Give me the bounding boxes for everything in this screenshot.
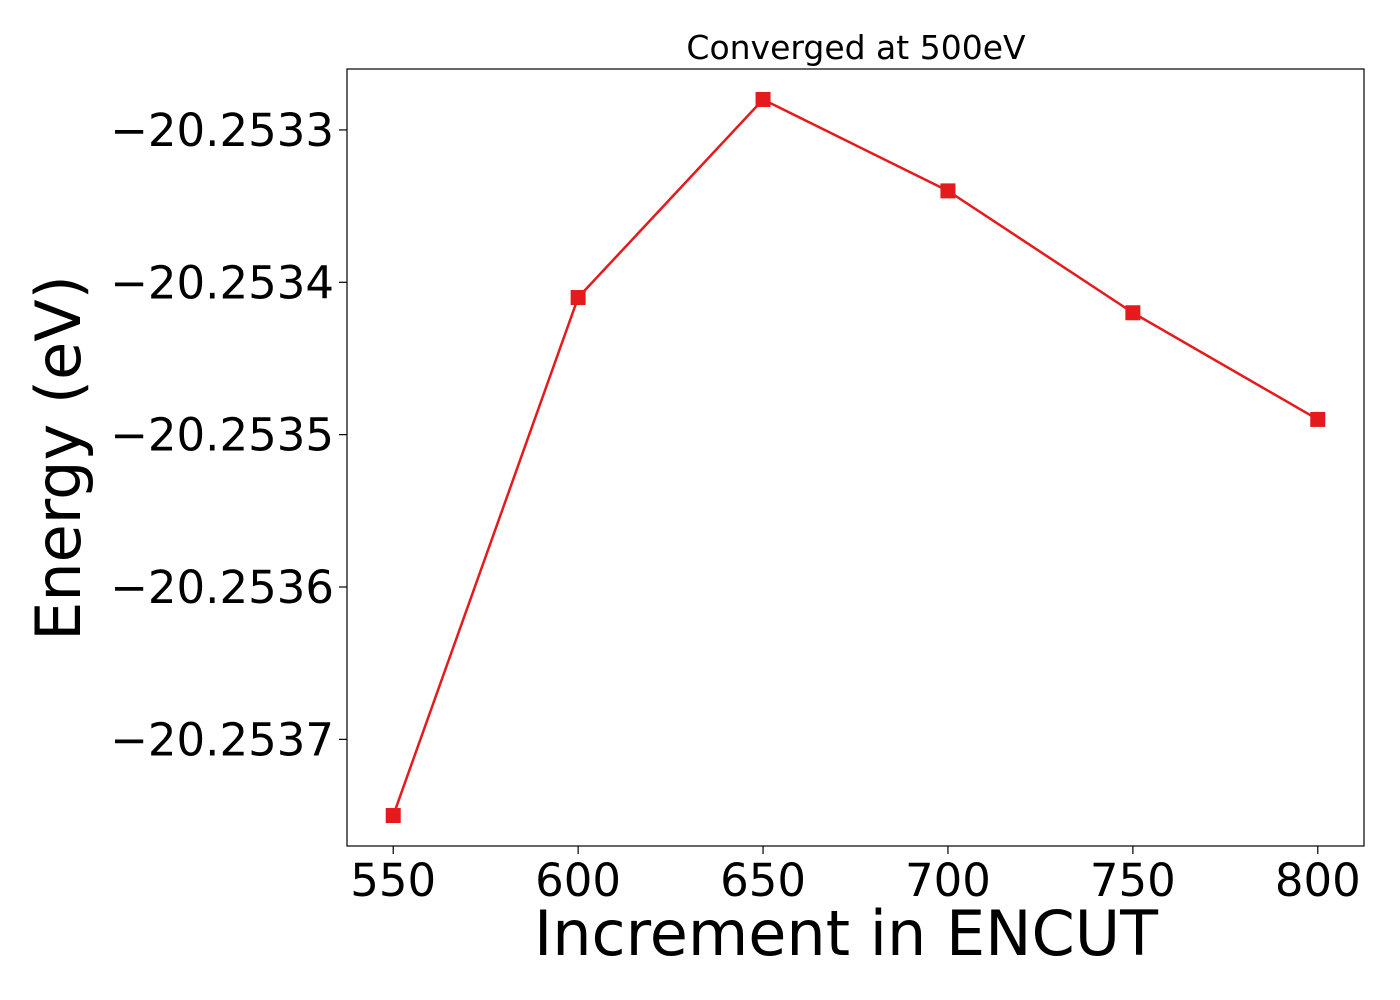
data-point-marker [940, 183, 956, 199]
plot-area: 550 600 650 700 750 800 −20.2533 −20.2534 −20.25… [110, 68, 1365, 907]
data-point-marker [1310, 411, 1326, 427]
x-axis-label: Increment in ENCUT [534, 897, 1159, 970]
y-tick-label: −20.2537 [110, 713, 334, 766]
series-line [392, 98, 1319, 816]
data-point-marker [570, 290, 586, 306]
data-point-marker [1125, 305, 1141, 321]
x-tick-label: 550 [350, 854, 436, 907]
y-tick-label: −20.2536 [110, 561, 334, 614]
y-tick-label: −20.2534 [110, 256, 334, 309]
data-point-marker [385, 808, 401, 824]
data-point-marker [755, 91, 771, 107]
x-tick-label: 800 [1275, 854, 1361, 907]
x-tick-label: 600 [535, 854, 621, 907]
x-tick-label: 650 [720, 854, 806, 907]
chart-title: Converged at 500eV [686, 28, 1026, 67]
x-tick-label: 750 [1090, 854, 1176, 907]
plot-frame [346, 68, 1365, 847]
y-tick-label: −20.2535 [110, 409, 334, 462]
y-tick-label: −20.2533 [110, 104, 334, 157]
x-tick-label: 700 [905, 854, 991, 907]
y-axis-label: Energy (eV) [22, 275, 95, 641]
